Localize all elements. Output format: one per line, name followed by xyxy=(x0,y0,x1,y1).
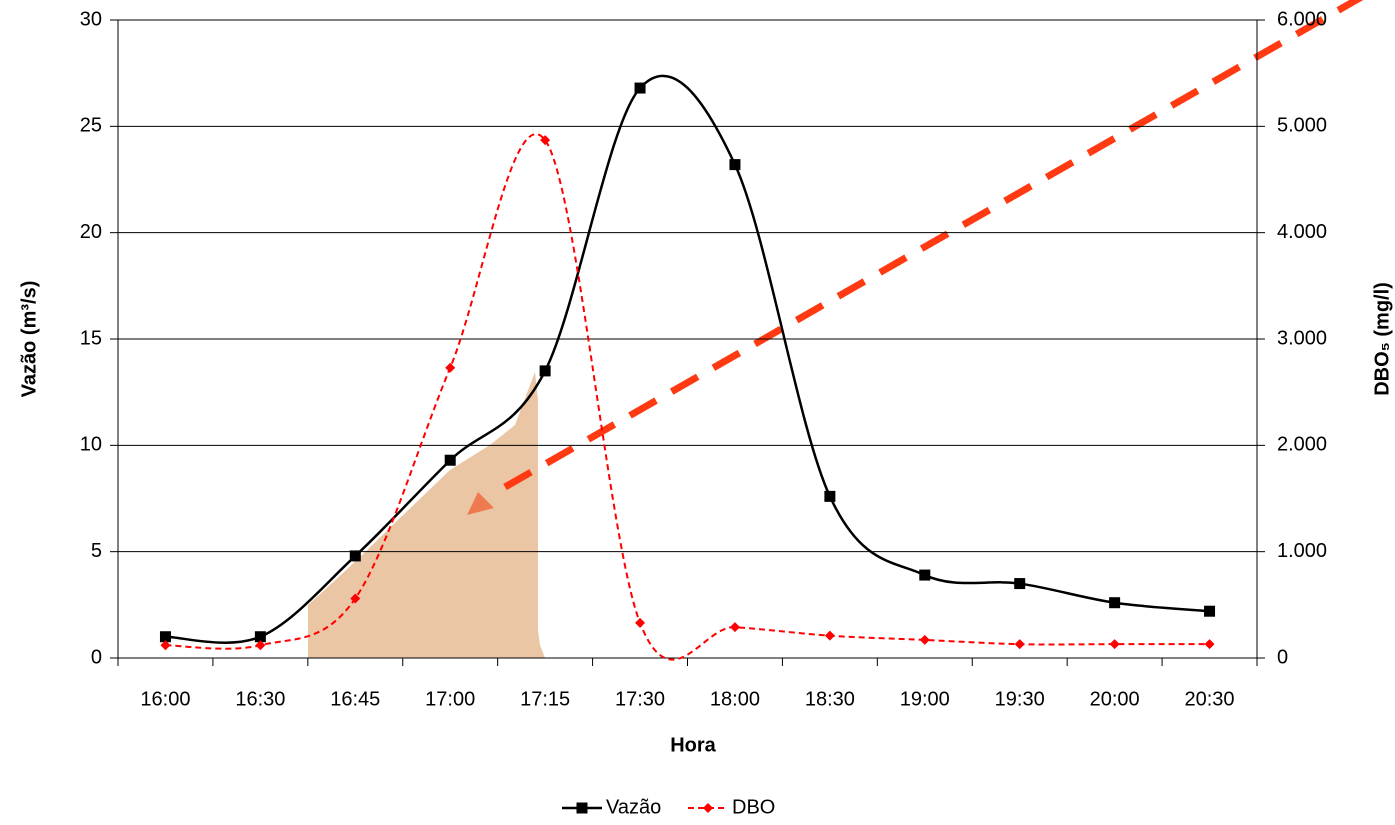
arrow-head xyxy=(467,492,494,515)
x-tick-label: 16:30 xyxy=(235,688,285,710)
y2-axis-label: DBO₅ (mg/l) xyxy=(1371,282,1393,396)
plot: 0 5 10 15 20 25 30 0 1.000 2.000 3.000 4.000 5.000 6.… xyxy=(80,8,1327,710)
legend-label: DBO xyxy=(732,796,775,818)
marker xyxy=(1014,639,1025,650)
y2-tick-label: 3.000 xyxy=(1277,327,1327,349)
marker xyxy=(444,454,456,466)
x-tick-label: 16:00 xyxy=(140,688,190,710)
marker xyxy=(540,135,551,146)
series-line xyxy=(165,133,1210,661)
marker xyxy=(1204,639,1215,650)
y2-tick-label: 1.000 xyxy=(1277,540,1327,562)
marker xyxy=(445,362,456,373)
y-tick-label: 5 xyxy=(91,540,102,562)
trend-arrow xyxy=(503,0,1364,491)
x-tick-label: 18:00 xyxy=(710,688,760,710)
y-axis-label: Vazão (m³/s) xyxy=(18,281,40,398)
legend-label: Vazão xyxy=(606,796,661,818)
marker xyxy=(729,159,741,171)
marker xyxy=(919,634,930,645)
marker xyxy=(635,617,646,628)
x-tick-label: 20:30 xyxy=(1185,688,1235,710)
y-tick-label: 0 xyxy=(91,646,102,668)
marker xyxy=(1109,597,1121,609)
marker xyxy=(1109,639,1120,650)
marker xyxy=(159,631,171,643)
x-axis-label: Hora xyxy=(670,734,716,756)
marker xyxy=(350,593,361,604)
x-tick-label: 20:00 xyxy=(1090,688,1140,710)
y2-tick-label: 2.000 xyxy=(1277,434,1327,456)
y2-tick-label: 0 xyxy=(1277,646,1288,668)
y-tick-label: 20 xyxy=(80,221,102,243)
x-tick-label: 17:15 xyxy=(520,688,570,710)
marker xyxy=(1014,578,1026,590)
marker xyxy=(349,550,361,562)
y-tick-label: 10 xyxy=(80,434,102,456)
marker xyxy=(254,631,266,643)
y-tick-label: 25 xyxy=(80,115,102,137)
marker xyxy=(1204,605,1216,617)
marker xyxy=(729,622,740,633)
x-tick-label: 18:30 xyxy=(805,688,855,710)
marker xyxy=(576,802,588,814)
y2-tick-label: 5.000 xyxy=(1277,115,1327,137)
x-tick-label: 17:30 xyxy=(615,688,665,710)
series-line xyxy=(165,74,1210,644)
x-tick-label: 16:45 xyxy=(330,688,380,710)
marker xyxy=(824,630,835,641)
y-tick-label: 30 xyxy=(80,8,102,30)
marker xyxy=(539,365,551,377)
x-tick-label: 19:30 xyxy=(995,688,1045,710)
highlight-area xyxy=(308,372,545,658)
marker xyxy=(919,569,931,581)
x-tick-label: 17:00 xyxy=(425,688,475,710)
marker xyxy=(634,82,646,94)
marker xyxy=(160,640,171,651)
marker xyxy=(255,640,266,651)
marker xyxy=(703,803,713,813)
y2-tick-label: 6.000 xyxy=(1277,8,1327,30)
y2-tick-label: 4.000 xyxy=(1277,221,1327,243)
marker xyxy=(824,490,836,502)
x-tick-label: 19:00 xyxy=(900,688,950,710)
legend: Vazão DBO xyxy=(562,796,775,818)
y-tick-label: 15 xyxy=(80,327,102,349)
